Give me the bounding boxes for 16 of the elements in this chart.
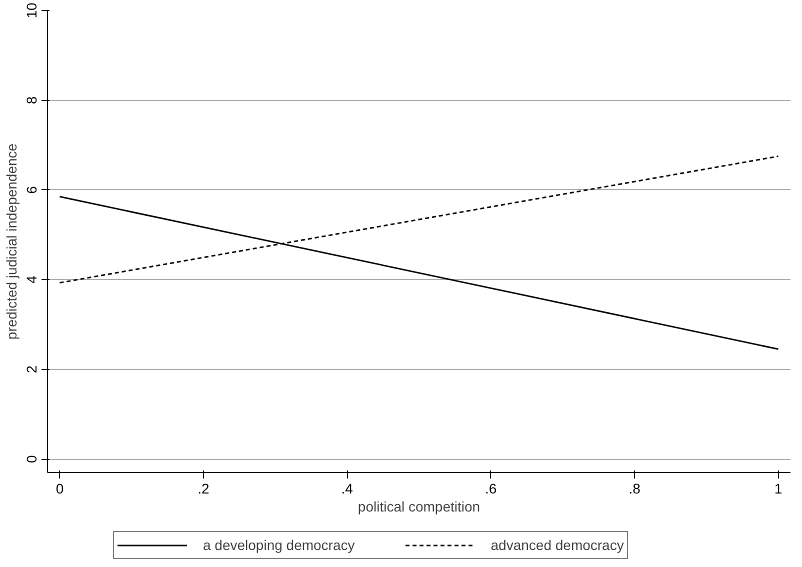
x-tick-label: .2 bbox=[198, 480, 210, 496]
y-tick-label: 4 bbox=[24, 276, 40, 284]
y-tick-label: 10 bbox=[24, 2, 40, 18]
y-axis-title: predicted judicial independence bbox=[4, 143, 20, 340]
x-tick-label: .4 bbox=[341, 480, 354, 496]
x-tick-label: .8 bbox=[628, 480, 641, 496]
y-tick-label: 0 bbox=[24, 454, 40, 463]
legend-label: a developing democracy bbox=[203, 537, 355, 553]
y-tick-label: 6 bbox=[24, 186, 40, 194]
x-tick-label: 1 bbox=[774, 480, 782, 496]
x-tick-label: 0 bbox=[56, 480, 64, 496]
y-tick-label: 8 bbox=[24, 96, 40, 104]
legend-label: advanced democracy bbox=[490, 537, 624, 553]
x-axis-title: political competition bbox=[358, 498, 480, 514]
x-tick-label: .6 bbox=[485, 480, 497, 496]
y-tick-label: 2 bbox=[24, 365, 40, 374]
